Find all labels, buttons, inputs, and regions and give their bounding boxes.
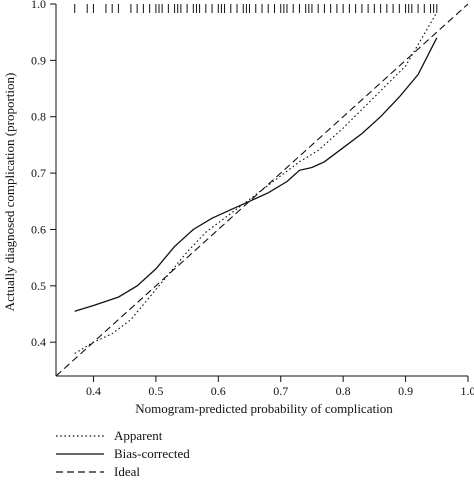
series-line-apparent [74,12,438,354]
legend: Apparent Bias-corrected Ideal [56,428,190,479]
series-line-bias-corrected [74,37,438,312]
y-tick-label: 0.4 [31,335,46,349]
plot-frame [55,4,468,377]
legend-label: Bias-corrected [114,446,190,461]
y-ticks: 0.4 0.5 0.6 0.7 0.8 0.9 1.0 [31,0,56,349]
series-lines [55,3,469,377]
y-tick-label: 0.8 [31,110,46,124]
x-tick-label: 0.4 [86,384,101,398]
y-tick-label: 1.0 [31,0,46,11]
y-tick-label: 0.9 [31,53,46,67]
y-axis-title: Actually diagnosed complication (proport… [2,73,17,312]
legend-label: Apparent [114,428,163,443]
y-tick-label: 0.7 [31,166,46,180]
y-tick-label: 0.6 [31,222,46,236]
x-tick-label: 0.8 [336,384,351,398]
rug-marks [74,4,438,13]
x-tick-label: 0.7 [273,384,288,398]
x-ticks: 0.4 0.5 0.6 0.7 0.8 0.9 1.0 [86,376,474,398]
x-tick-label: 1.0 [461,384,474,398]
legend-label: Ideal [114,464,140,479]
x-tick-label: 0.5 [148,384,163,398]
x-tick-label: 0.6 [211,384,226,398]
x-tick-label: 0.9 [398,384,413,398]
series-line-ideal [55,3,469,377]
x-axis-title: Nomogram-predicted probability of compli… [135,401,393,416]
y-tick-label: 0.5 [31,279,46,293]
